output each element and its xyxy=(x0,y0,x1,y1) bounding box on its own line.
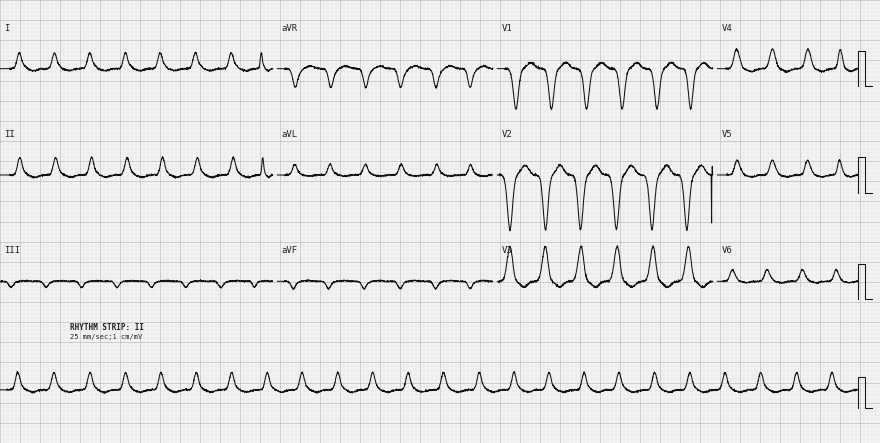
Text: aVF: aVF xyxy=(282,245,297,255)
Text: I: I xyxy=(4,24,10,33)
Text: V6: V6 xyxy=(722,245,732,255)
Text: V4: V4 xyxy=(722,24,732,33)
Text: RHYTHM STRIP: II: RHYTHM STRIP: II xyxy=(70,323,144,332)
Text: V3: V3 xyxy=(502,245,512,255)
Text: aVL: aVL xyxy=(282,130,297,140)
Text: V5: V5 xyxy=(722,130,732,140)
Text: II: II xyxy=(4,130,15,140)
Text: aVR: aVR xyxy=(282,24,297,33)
Text: V2: V2 xyxy=(502,130,512,140)
Text: 25 mm/sec;1 cm/mV: 25 mm/sec;1 cm/mV xyxy=(70,334,143,340)
Text: V1: V1 xyxy=(502,24,512,33)
Text: III: III xyxy=(4,245,20,255)
